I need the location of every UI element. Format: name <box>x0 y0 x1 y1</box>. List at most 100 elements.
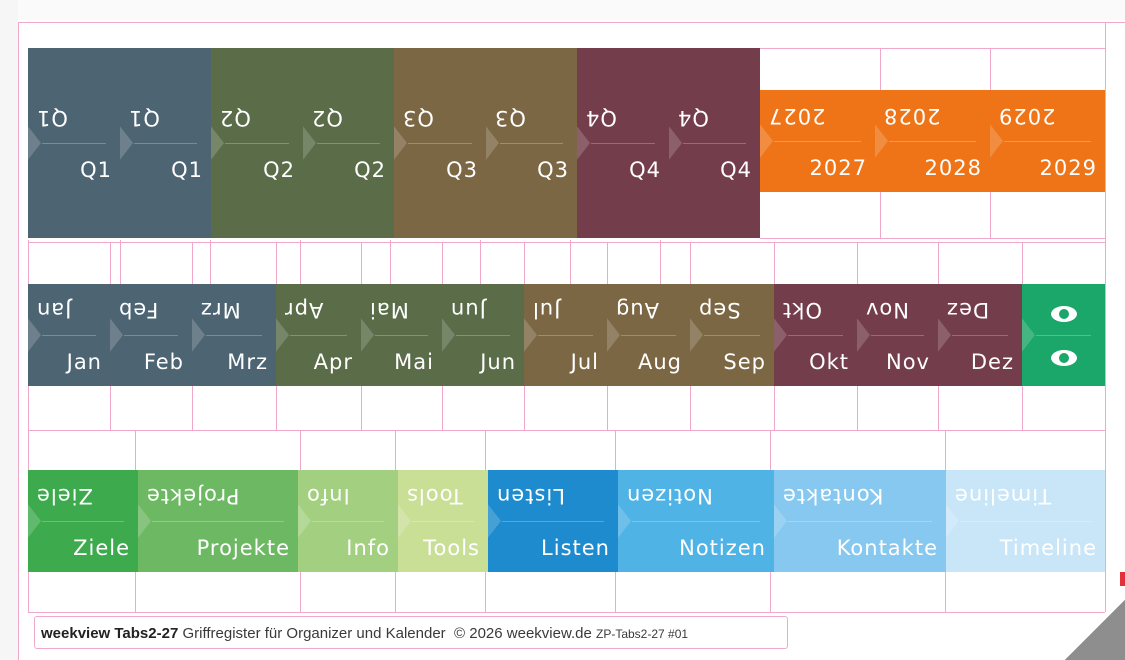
tab-notch <box>774 317 787 353</box>
tab-label: Timeline <box>999 536 1097 560</box>
cut-line <box>990 48 991 90</box>
tab-fold-line <box>42 143 106 144</box>
tab-label-mirrored: Q2 <box>219 106 251 130</box>
tab-fold-line <box>290 335 347 336</box>
cut-line <box>28 242 1105 243</box>
tab-label-mirrored: Mai <box>369 298 409 322</box>
tab-label: 2027 <box>809 156 867 180</box>
tab-label: Q4 <box>720 158 752 182</box>
sheet-left-margin <box>0 0 18 660</box>
tab-fold-line <box>42 521 124 522</box>
cut-line <box>774 242 775 284</box>
cut-line <box>938 386 939 430</box>
tab-label: 2029 <box>1039 156 1097 180</box>
tab-label-mirrored: Q3 <box>494 106 526 130</box>
tab-label: Kontakte <box>836 536 938 560</box>
cut-line <box>300 430 301 470</box>
cut-line <box>945 572 946 612</box>
cut-line <box>276 242 277 284</box>
cut-line <box>938 242 939 284</box>
page-curl-corner <box>1065 600 1125 660</box>
tab-fold-line <box>889 141 976 142</box>
cut-line <box>192 386 193 430</box>
tab-label-mirrored: Feb <box>118 298 159 322</box>
cut-line <box>857 242 858 284</box>
tab-notch <box>524 317 537 353</box>
cut-line <box>192 242 193 284</box>
tab-notch <box>138 503 151 539</box>
tab-label: Apr <box>313 350 353 374</box>
category-tab-kontakte: Kontakte Kontakte <box>774 470 946 572</box>
tab-label: Sep <box>723 350 766 374</box>
tab-notch <box>938 317 951 353</box>
cut-line <box>774 386 775 430</box>
cut-line <box>28 612 1105 613</box>
tab-label: Okt <box>809 350 849 374</box>
eye-icon <box>1050 350 1077 366</box>
tab-notch <box>110 317 123 353</box>
tab-label-mirrored: Timeline <box>954 484 1052 508</box>
tab-label-mirrored: Q3 <box>402 106 434 130</box>
tab-fold-line <box>871 335 924 336</box>
tab-notch <box>946 503 959 539</box>
tab-fold-line <box>1004 141 1091 142</box>
tab-label: Jul <box>570 350 599 374</box>
cut-line <box>210 240 211 284</box>
tab-fold-line <box>456 335 510 336</box>
cut-line <box>1022 242 1023 284</box>
tab-notch <box>28 125 41 161</box>
tab-label-mirrored: Projekte <box>146 484 240 508</box>
tab-notch <box>298 503 311 539</box>
footer-code: ZP-Tabs2-27 #01 <box>596 627 689 641</box>
cut-line <box>485 430 486 470</box>
tab-label: Nov <box>886 350 930 374</box>
tab-notch <box>486 125 499 161</box>
tab-notch <box>276 317 289 353</box>
cut-line <box>857 386 858 430</box>
month-tab-jan: Jan Jan <box>28 284 110 386</box>
tab-label: Notizen <box>679 536 766 560</box>
tab-label-mirrored: Info <box>306 484 350 508</box>
tab-fold-line <box>42 335 96 336</box>
tab-fold-line <box>960 521 1091 522</box>
cut-line <box>361 386 362 430</box>
tab-notch <box>774 503 787 539</box>
tab-label: Mrz <box>227 350 268 374</box>
tab-label-mirrored: Jan <box>36 298 72 322</box>
cut-line <box>990 192 991 238</box>
cut-line <box>615 572 616 612</box>
year-tab-2028: 2028 2028 <box>875 90 990 192</box>
tab-label-mirrored: Tools <box>406 484 463 508</box>
tab-notch <box>618 503 631 539</box>
cut-line <box>390 240 391 284</box>
quarter-tab-q2: Q2 Q2 <box>303 48 394 238</box>
tab-label: Q1 <box>171 158 203 182</box>
tab-label-mirrored: Listen <box>496 484 565 508</box>
quarter-tab-q1: Q1 Q1 <box>28 48 120 238</box>
footer-copyright: © 2026 weekview.de <box>454 625 592 642</box>
cut-line <box>28 386 29 430</box>
tab-fold-line <box>538 335 593 336</box>
cut-line <box>135 572 136 612</box>
tab-label-mirrored: Nov <box>865 298 909 322</box>
cut-line <box>110 386 111 430</box>
cut-line <box>110 242 111 284</box>
tab-label: Dez <box>970 350 1014 374</box>
tab-fold-line <box>225 143 289 144</box>
tab-label-mirrored: Notizen <box>626 484 713 508</box>
tab-fold-line <box>952 335 1008 336</box>
cut-line <box>480 240 481 284</box>
month-tab-aug: Aug Aug <box>607 284 690 386</box>
quarter-tab-q4: Q4 Q4 <box>577 48 669 238</box>
month-tab-nov: Nov Nov <box>857 284 938 386</box>
month-tab-okt: Okt Okt <box>774 284 857 386</box>
tab-label: Q4 <box>629 158 661 182</box>
cut-line <box>28 242 29 284</box>
year-tab-2027: 2027 2027 <box>760 90 875 192</box>
tab-label-mirrored: Q4 <box>677 106 709 130</box>
tab-label-mirrored: Q4 <box>585 106 617 130</box>
tab-notch <box>990 123 1003 159</box>
quarter-tab-q3: Q3 Q3 <box>486 48 577 238</box>
tab-fold-line <box>124 335 178 336</box>
